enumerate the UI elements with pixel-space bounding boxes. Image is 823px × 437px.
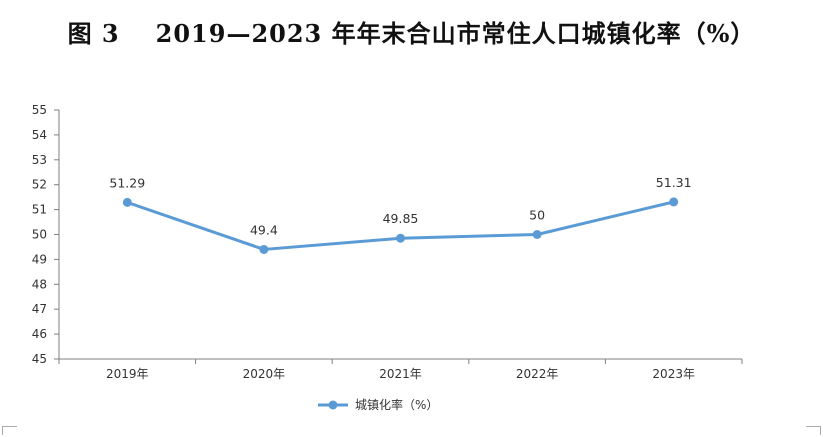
y-tick-label: 45 (32, 352, 47, 366)
y-tick-label: 49 (32, 252, 47, 266)
y-tick-label: 55 (32, 103, 47, 117)
y-tick-label: 46 (32, 327, 47, 341)
x-tick-label: 2019年 (106, 367, 149, 381)
data-label: 49.4 (250, 222, 278, 237)
data-label: 49.85 (383, 211, 419, 226)
figure-title-text: 2019—2023 年年末合山市常住人口城镇化率（%） (155, 19, 756, 48)
x-tick-label: 2021年 (379, 367, 422, 381)
data-label: 51.31 (656, 175, 692, 190)
y-tick-label: 48 (32, 277, 47, 291)
y-tick-label: 54 (32, 128, 47, 142)
legend-label: 城镇化率（%） (355, 397, 438, 412)
figure-label: 图 3 (67, 19, 120, 48)
y-tick-label: 51 (32, 203, 47, 217)
data-label: 50 (529, 208, 545, 223)
data-label: 51.29 (109, 175, 145, 190)
data-point (259, 244, 269, 254)
data-point (669, 197, 679, 207)
y-tick-label: 52 (32, 178, 47, 192)
legend-marker (328, 400, 338, 410)
page-corner-mark-right (806, 426, 821, 435)
x-tick-label: 2022年 (516, 367, 559, 381)
x-tick-label: 2023年 (652, 367, 695, 381)
data-point (532, 230, 542, 239)
data-point (396, 233, 405, 243)
y-tick-label: 47 (32, 302, 47, 316)
y-tick-label: 53 (32, 153, 47, 167)
chart-title: 图 3 2019—2023 年年末合山市常住人口城镇化率（%） (0, 14, 823, 49)
x-tick-label: 2020年 (243, 367, 286, 381)
page-corner-mark-left (2, 426, 17, 435)
data-point (122, 197, 132, 207)
y-tick-label: 50 (32, 228, 47, 242)
